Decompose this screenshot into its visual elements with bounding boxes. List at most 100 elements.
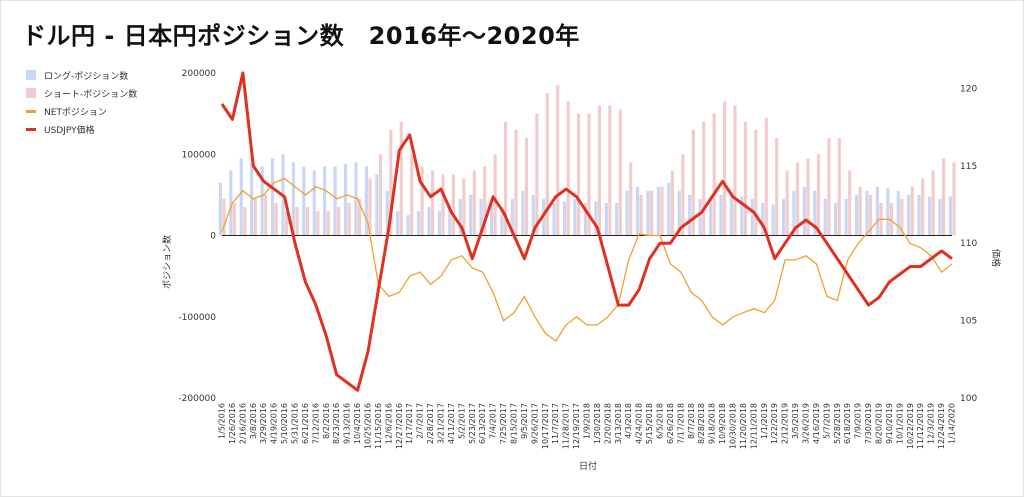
legend-item-long[interactable]: ロング-ポジション数 <box>26 66 137 84</box>
y-right-tick-label: 105 <box>960 317 977 327</box>
x-tick-label: 1/22/2019 <box>770 403 779 444</box>
x-tick-label: 10/1/2019 <box>895 403 904 444</box>
long-bar <box>854 194 859 236</box>
x-tick-label: 6/21/2016 <box>301 403 310 444</box>
x-tick-label: 7/12/2016 <box>311 403 320 444</box>
y-left-tick-label: -100000 <box>178 313 216 323</box>
short-bar <box>639 194 643 236</box>
long-bar <box>416 211 421 236</box>
long-bar <box>562 201 567 236</box>
x-tick-label: 3/21/2017 <box>437 403 446 444</box>
long-bar <box>448 207 452 236</box>
y-right-tick-label: 100 <box>960 394 977 404</box>
x-axis-ticks: 1/5/2016 1/26/2016 2/16/2016 3/8/2016 3/29/2… <box>218 403 957 449</box>
short-bar <box>691 129 695 236</box>
x-tick-label: 5/10/2016 <box>280 403 289 444</box>
short-bar <box>702 121 706 236</box>
x-tick-label: 11/28/2017 <box>562 403 571 449</box>
short-bar <box>712 113 716 236</box>
x-tick-label: 9/13/2016 <box>343 403 352 444</box>
x-tick-label: 8/20/2019 <box>875 403 884 444</box>
short-bar <box>357 198 362 236</box>
long-bar <box>729 193 733 236</box>
short-bar <box>295 207 299 236</box>
net-position-line <box>221 177 953 343</box>
short-bar <box>566 101 570 236</box>
x-tick-label: 4/11/2017 <box>447 403 456 444</box>
legend-label-long: ロング-ポジション数 <box>44 71 129 82</box>
long-bar <box>708 196 713 236</box>
short-bar <box>733 105 737 236</box>
short-bar <box>816 154 821 236</box>
short-bar <box>222 198 226 236</box>
long-bar <box>260 166 264 236</box>
chart-title: ドル円 - 日本円ポジション数 2016年〜2020年 <box>22 22 580 50</box>
y-right-tick-label: 115 <box>960 162 977 172</box>
legend: ロング-ポジション数 ショート-ポジション数 NETポジション USDJPY価格 <box>26 66 137 138</box>
short-bar <box>253 198 257 236</box>
short-bar <box>420 166 424 236</box>
legend-item-short[interactable]: ショート-ポジション数 <box>26 84 137 102</box>
x-tick-label: 5/31/2016 <box>291 403 300 444</box>
long-bar <box>218 182 222 236</box>
short-bar <box>545 93 549 236</box>
x-tick-label: 8/15/2017 <box>510 403 519 444</box>
short-bar <box>430 170 435 236</box>
long-bar <box>719 194 723 236</box>
short-bar <box>274 203 278 236</box>
short-bar <box>806 158 810 236</box>
x-tick-label: 5/15/2018 <box>645 403 654 444</box>
legend-item-usdjpy[interactable]: USDJPY価格 <box>26 120 137 138</box>
x-tick-label: 11/12/2019 <box>916 403 925 449</box>
short-bar <box>232 203 237 236</box>
short-bar <box>264 194 268 236</box>
x-tick-label: 11/20/2018 <box>739 403 748 449</box>
x-tick-label: 3/13/2018 <box>614 403 623 444</box>
short-bar <box>785 170 789 236</box>
x-tick-label: 3/29/2016 <box>259 403 268 444</box>
short-bar <box>931 170 935 236</box>
short-bar <box>952 162 956 236</box>
long-bar <box>270 158 275 236</box>
x-tick-label: 6/18/2019 <box>843 403 852 444</box>
x-tick-label: 6/5/2018 <box>656 403 665 439</box>
long-bar <box>594 201 598 236</box>
short-bar <box>910 186 914 236</box>
long-bar <box>333 166 337 236</box>
y-left-tick-label: 100000 <box>182 150 217 160</box>
legend-item-net[interactable]: NETポジション <box>26 102 137 120</box>
x-tick-label: 2/16/2016 <box>238 403 247 444</box>
short-bars <box>222 85 956 236</box>
short-bar <box>493 154 497 236</box>
long-bar <box>364 166 368 236</box>
short-bar <box>587 113 591 236</box>
x-tick-label: 1/1/2019 <box>760 403 769 439</box>
x-tick-label: 8/7/2018 <box>687 403 696 439</box>
short-bar <box>524 138 529 236</box>
x-tick-label: 3/8/2016 <box>249 403 258 439</box>
short-bar <box>764 117 768 236</box>
long-bar <box>886 188 890 236</box>
long-bar <box>323 166 327 236</box>
x-tick-label: 4/3/2018 <box>624 403 633 439</box>
short-bar <box>462 178 466 236</box>
x-tick-label: 2/20/2018 <box>603 403 612 444</box>
short-bar <box>921 178 925 236</box>
x-tick-label: 12/19/2017 <box>572 403 581 449</box>
long-bar <box>646 190 650 236</box>
short-bar <box>722 101 727 236</box>
x-tick-label: 11/7/2017 <box>551 403 560 444</box>
legend-label-net: NETポジション <box>44 107 107 118</box>
long-bar <box>406 215 410 236</box>
short-bar <box>389 129 393 236</box>
long-bar <box>604 203 608 236</box>
short-bar <box>326 211 330 236</box>
x-tick-label: 4/19/2016 <box>270 403 279 444</box>
legend-swatch-net <box>26 109 36 113</box>
x-tick-label: 5/2/2017 <box>457 403 466 439</box>
short-bar <box>316 211 320 236</box>
short-bar <box>660 186 664 236</box>
long-bar <box>615 203 619 236</box>
short-bar <box>629 162 633 236</box>
short-bar <box>378 154 383 236</box>
